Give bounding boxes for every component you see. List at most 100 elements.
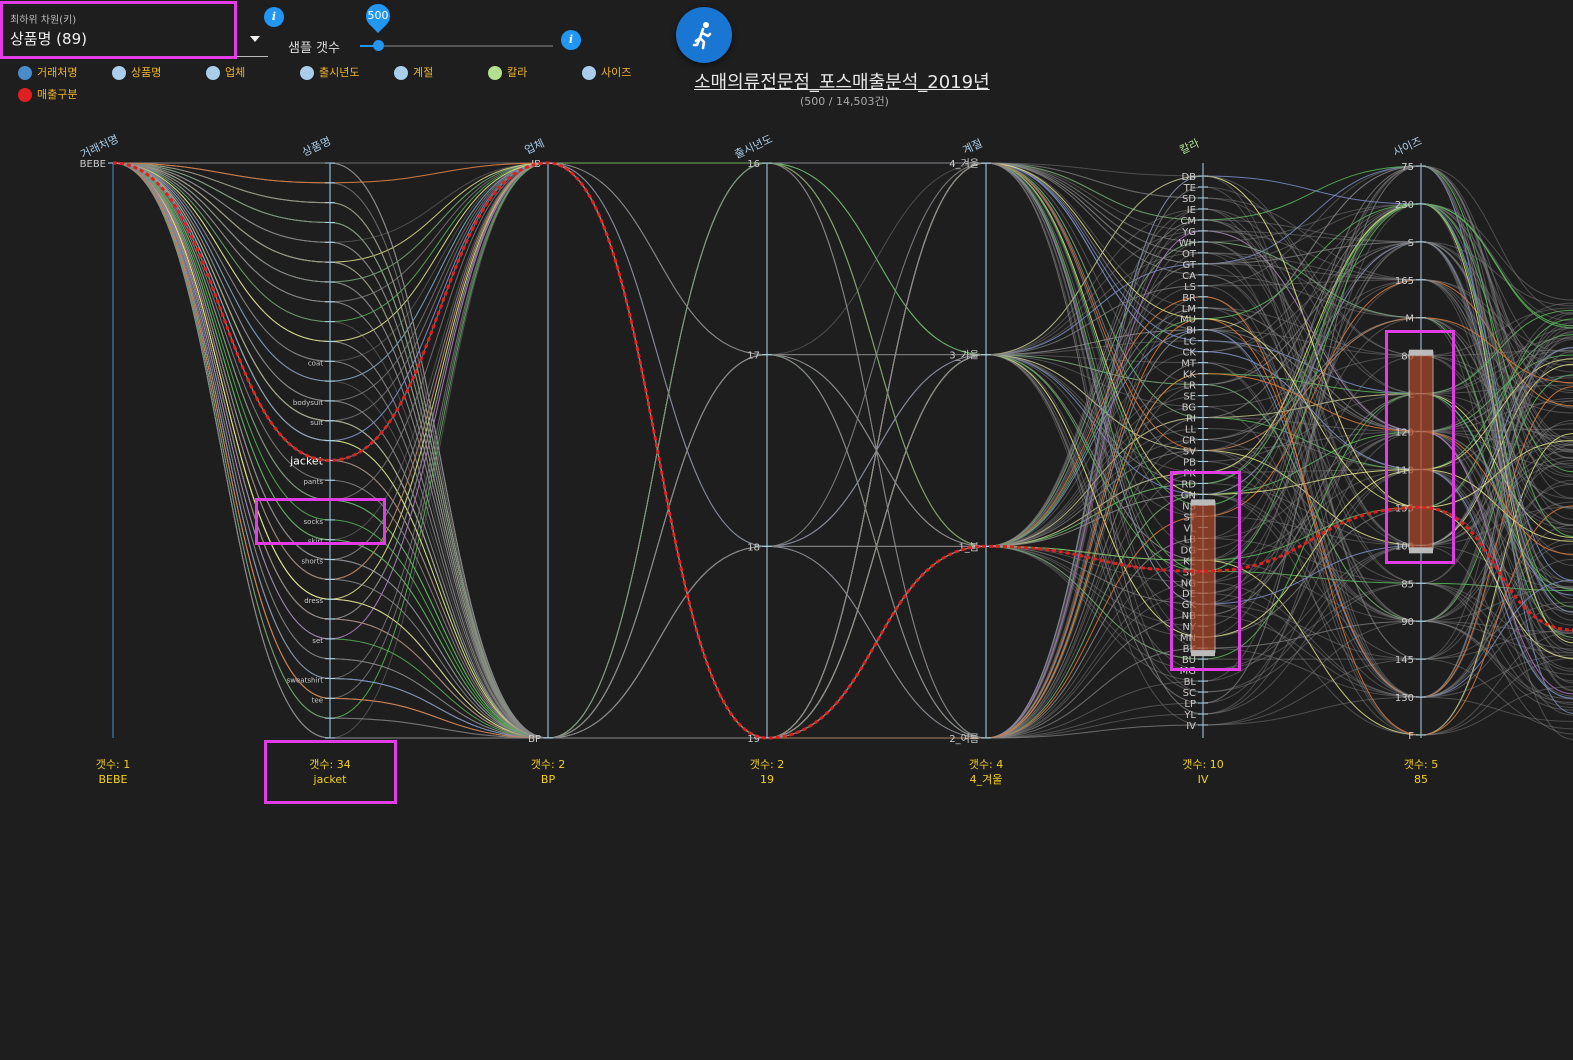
- legend-label: 칼라: [507, 66, 528, 79]
- legend-dot: [18, 88, 32, 102]
- tick-label: 17: [747, 351, 760, 362]
- tick-label: BR: [1182, 293, 1196, 304]
- axis-count: 갯수: 10: [1182, 758, 1224, 771]
- tick-label: GK: [1182, 600, 1197, 611]
- axis-count: 갯수: 1: [95, 758, 131, 771]
- tick-label: MG: [1180, 666, 1196, 677]
- run-button[interactable]: [676, 7, 732, 63]
- tick-label: skirt: [308, 538, 324, 546]
- legend-label: 출시년도: [319, 66, 360, 79]
- legend-item[interactable]: 사이즈: [582, 65, 631, 81]
- axis-count: 갯수: 34: [309, 758, 351, 771]
- tick-label: 145: [1395, 655, 1414, 666]
- size-brush-highlight: [1385, 330, 1455, 564]
- legend-item[interactable]: 매출구분: [18, 87, 77, 103]
- tick-label: LR: [1183, 381, 1196, 392]
- slider-thumb[interactable]: [373, 40, 384, 51]
- data-line: [112, 162, 1573, 739]
- data-line: [112, 162, 1573, 739]
- info-icon[interactable]: i: [264, 7, 284, 27]
- tick-label: LC: [1183, 337, 1196, 348]
- highlighted-line: [112, 161, 1573, 740]
- tick-label: coat: [308, 359, 323, 367]
- axis-selected-value: IV: [1197, 773, 1209, 786]
- axis-selected-value: 19: [760, 773, 774, 786]
- axis-count: 갯수: 4: [968, 758, 1004, 771]
- tick-label: GN: [1181, 490, 1196, 501]
- data-line: [112, 162, 1573, 739]
- slider-value: 500: [367, 9, 389, 22]
- background-lines: [112, 162, 1573, 740]
- tick-label: pants: [303, 478, 323, 486]
- legend-dot: [394, 66, 408, 80]
- data-line: [112, 162, 1573, 739]
- tick-label: SB: [1183, 567, 1196, 578]
- tick-label: GT: [1182, 260, 1196, 271]
- tick-label: YG: [1181, 227, 1196, 238]
- legend-dot: [488, 66, 502, 80]
- tick-label: sweatshirt: [287, 677, 324, 685]
- axis-footer: 갯수: 5 85: [1361, 757, 1481, 787]
- tick-label: NG: [1181, 578, 1196, 589]
- tick-label: M: [1405, 314, 1414, 325]
- tick-label: tee: [312, 696, 323, 704]
- axis-title: 사이즈: [1391, 135, 1424, 160]
- axis-title: 업체: [523, 137, 547, 157]
- legend-item[interactable]: 거래처명: [18, 65, 77, 81]
- data-line: [112, 162, 1573, 739]
- legend-item[interactable]: 출시년도: [300, 65, 359, 81]
- legend-item[interactable]: 업체: [206, 65, 245, 81]
- legend-item[interactable]: 계절: [394, 65, 433, 81]
- tick-label: LL: [1185, 425, 1197, 436]
- data-line: [112, 162, 1573, 739]
- tick-label: IV: [1186, 721, 1196, 732]
- tick-label: F: [1408, 731, 1414, 742]
- sample-count-slider[interactable]: [360, 45, 553, 47]
- sample-count-label: 샘플 갯수: [288, 41, 340, 56]
- legend-item[interactable]: 칼라: [488, 65, 527, 81]
- tick-label: set: [312, 637, 323, 645]
- axis-title: 계절: [961, 137, 985, 157]
- legend-item[interactable]: 상품명: [112, 65, 161, 81]
- tick-label: DG: [1181, 545, 1196, 556]
- tick-label: bodysuit: [293, 399, 323, 407]
- axis-selected-value: 85: [1414, 773, 1428, 786]
- tick-label: 110: [1395, 465, 1414, 476]
- tick-label: LM: [1182, 304, 1196, 315]
- tick-label: 165: [1395, 276, 1414, 287]
- tick-label: WH: [1179, 238, 1196, 249]
- sample-info-icon[interactable]: i: [561, 30, 581, 50]
- data-line: [112, 162, 1573, 739]
- brush-handle: [1409, 547, 1433, 554]
- tick-label: YL: [1183, 710, 1196, 721]
- axis-selected-value: BP: [540, 773, 556, 786]
- axis-footer: 갯수: 2 BP: [488, 757, 608, 787]
- tick-label: 85: [1401, 579, 1414, 590]
- data-line: [112, 162, 1573, 739]
- data-line: [112, 162, 1573, 739]
- data-line: [112, 162, 1573, 739]
- data-line: [112, 162, 1573, 739]
- tick-label: KE: [1183, 556, 1196, 567]
- tick-label: IE: [1187, 205, 1196, 216]
- axis-footer: 갯수: 4 4_겨울: [926, 757, 1046, 787]
- legend-dot: [112, 66, 126, 80]
- tick-label: MN: [1180, 633, 1196, 644]
- chevron-down-icon[interactable]: [250, 36, 260, 42]
- tick-label: RI: [1186, 414, 1196, 425]
- axis: 업체 IB BP: [523, 137, 553, 745]
- legend-label: 사이즈: [601, 66, 632, 79]
- tick-label: 18: [747, 542, 760, 553]
- tick-label: BL: [1184, 677, 1197, 688]
- tick-label: 19: [747, 734, 760, 745]
- tick-label: 90: [1401, 617, 1414, 628]
- dimension-select-label: 최하위 차원(키): [10, 15, 77, 26]
- slider-fill: [360, 45, 376, 47]
- data-line: [112, 162, 1573, 739]
- tick-label: SE: [1183, 392, 1196, 403]
- tick-label: NB: [1182, 611, 1196, 622]
- tick-label: NY: [1182, 622, 1196, 633]
- legend-dot: [300, 66, 314, 80]
- tick-label: VL: [1184, 523, 1197, 534]
